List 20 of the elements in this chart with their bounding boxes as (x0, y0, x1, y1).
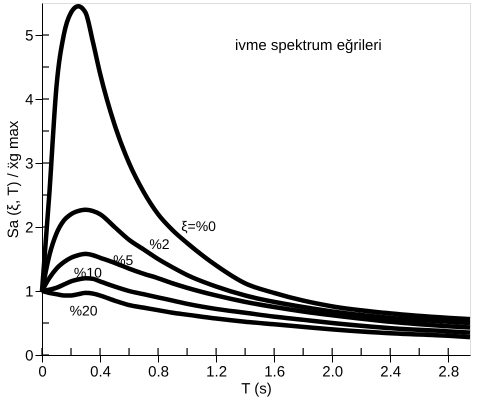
y-tick-label: 4 (25, 92, 34, 108)
x-tick-label: 2.4 (380, 364, 402, 380)
x-tick-label: 1.2 (206, 364, 228, 380)
y-tick-label: 0 (25, 348, 34, 364)
series-label: %2 (149, 236, 170, 252)
x-tick-label: 0.8 (148, 364, 169, 380)
y-tick-label: 3 (25, 156, 34, 172)
x-tick-label: 2.0 (322, 364, 344, 380)
y-axis-title: Sa (ξ, T) / ẍg max (5, 120, 22, 238)
x-tick-label: 1.6 (264, 364, 286, 380)
x-axis-title: T (s) (241, 380, 272, 398)
y-tick-label: 2 (25, 220, 34, 236)
x-tick-label: 2.8 (438, 364, 460, 380)
series-label: %20 (70, 302, 98, 318)
x-tick-label: 0.4 (90, 364, 111, 380)
y-tick-label: 5 (25, 28, 34, 44)
x-tick-label: 0 (38, 364, 47, 380)
text: ivme spektrum eğrileri (235, 37, 382, 54)
y-tick-label: 1 (25, 284, 34, 300)
series-label: ξ=%0 (181, 218, 216, 234)
